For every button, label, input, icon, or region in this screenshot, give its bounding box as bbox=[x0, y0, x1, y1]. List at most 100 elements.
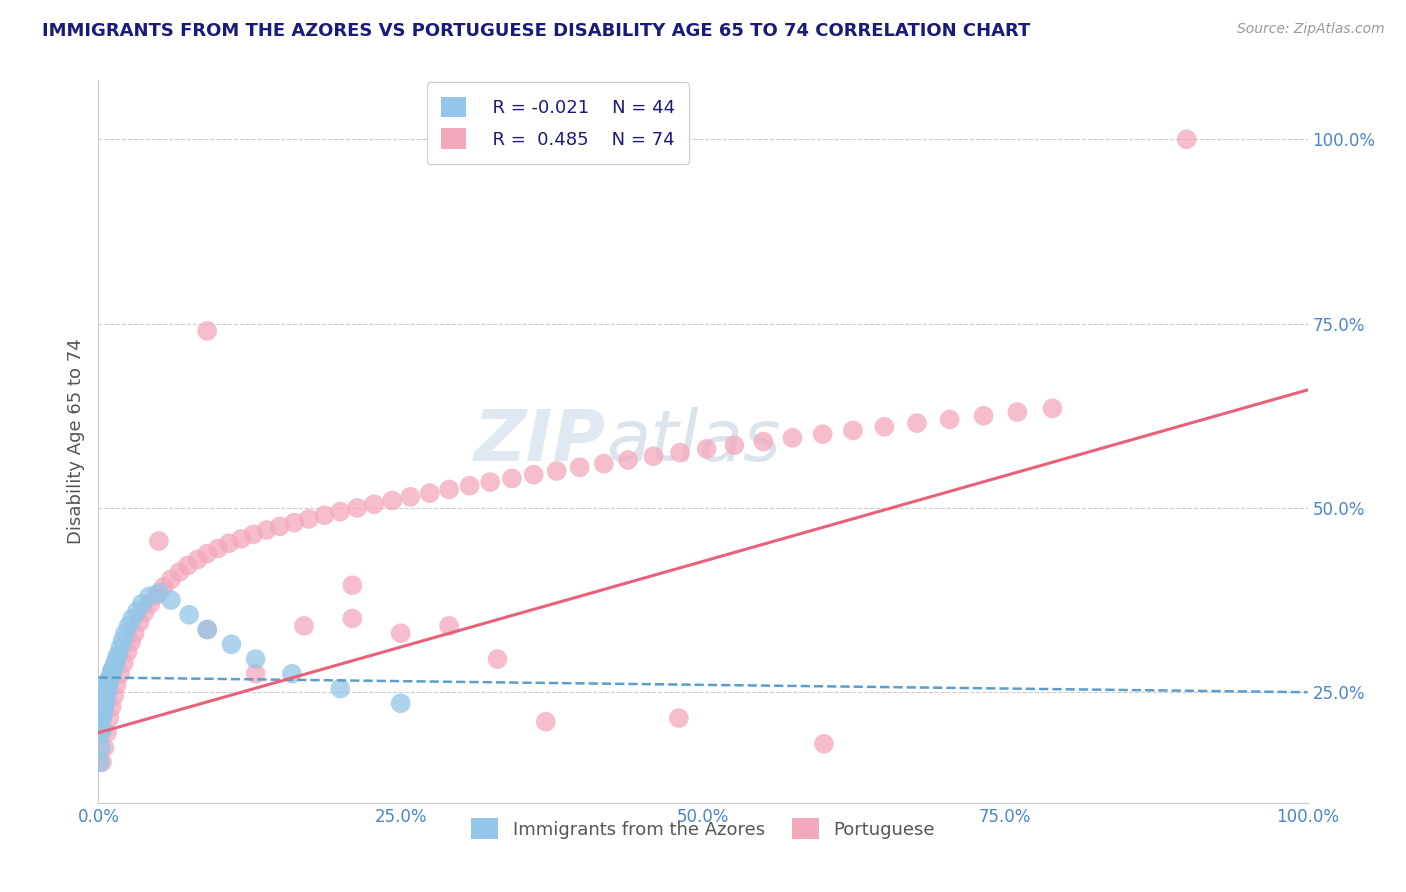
Point bbox=[283, 516, 305, 530]
Point bbox=[811, 427, 834, 442]
Point bbox=[98, 711, 121, 725]
Point bbox=[90, 740, 112, 755]
Point bbox=[195, 623, 218, 637]
Point bbox=[363, 497, 385, 511]
Point bbox=[669, 445, 692, 459]
Point bbox=[148, 534, 170, 549]
Point bbox=[195, 324, 218, 338]
Point bbox=[97, 676, 120, 690]
Point bbox=[195, 547, 218, 561]
Point bbox=[782, 431, 804, 445]
Point bbox=[89, 756, 111, 770]
Point bbox=[389, 696, 412, 710]
Point bbox=[195, 623, 218, 637]
Point bbox=[111, 633, 134, 648]
Point bbox=[100, 669, 122, 683]
Point bbox=[229, 532, 252, 546]
Point bbox=[218, 536, 240, 550]
Point bbox=[389, 626, 412, 640]
Point bbox=[298, 512, 321, 526]
Point bbox=[138, 590, 160, 604]
Point bbox=[1175, 132, 1198, 146]
Point bbox=[100, 700, 122, 714]
Point bbox=[131, 597, 153, 611]
Point bbox=[108, 640, 131, 655]
Point bbox=[117, 645, 139, 659]
Point bbox=[118, 619, 141, 633]
Point bbox=[437, 483, 460, 497]
Point bbox=[256, 523, 278, 537]
Point bbox=[842, 424, 865, 438]
Point bbox=[103, 689, 125, 703]
Point bbox=[100, 665, 122, 679]
Point bbox=[592, 457, 614, 471]
Point bbox=[479, 475, 502, 489]
Point bbox=[112, 656, 135, 670]
Point bbox=[269, 519, 291, 533]
Y-axis label: Disability Age 65 to 74: Disability Age 65 to 74 bbox=[66, 339, 84, 544]
Point bbox=[148, 585, 170, 599]
Point bbox=[93, 696, 115, 710]
Point bbox=[723, 438, 745, 452]
Point bbox=[458, 479, 481, 493]
Point bbox=[128, 615, 150, 630]
Point bbox=[107, 648, 129, 663]
Point bbox=[905, 416, 928, 430]
Legend: Immigrants from the Azores, Portuguese: Immigrants from the Azores, Portuguese bbox=[463, 809, 943, 848]
Point bbox=[160, 593, 183, 607]
Point bbox=[546, 464, 568, 478]
Text: atlas: atlas bbox=[606, 407, 780, 476]
Point bbox=[873, 419, 896, 434]
Point bbox=[124, 626, 146, 640]
Text: Source: ZipAtlas.com: Source: ZipAtlas.com bbox=[1237, 22, 1385, 37]
Point bbox=[96, 687, 118, 701]
Point bbox=[139, 597, 162, 611]
Point bbox=[93, 700, 115, 714]
Point bbox=[91, 711, 114, 725]
Point bbox=[245, 652, 267, 666]
Point bbox=[91, 704, 114, 718]
Point bbox=[314, 508, 336, 523]
Point bbox=[127, 604, 149, 618]
Point bbox=[160, 573, 183, 587]
Point bbox=[399, 490, 422, 504]
Point bbox=[105, 678, 128, 692]
Point bbox=[179, 607, 201, 622]
Point bbox=[108, 666, 131, 681]
Point bbox=[938, 412, 960, 426]
Point bbox=[752, 434, 775, 449]
Point bbox=[94, 689, 117, 703]
Point bbox=[973, 409, 995, 423]
Point bbox=[97, 679, 120, 693]
Point bbox=[292, 619, 315, 633]
Point bbox=[813, 737, 835, 751]
Point bbox=[101, 662, 124, 676]
Point bbox=[342, 611, 364, 625]
Text: ZIP: ZIP bbox=[474, 407, 606, 476]
Point bbox=[105, 652, 128, 666]
Point bbox=[103, 659, 125, 673]
Point bbox=[696, 442, 718, 456]
Point bbox=[91, 756, 114, 770]
Point bbox=[120, 635, 142, 649]
Point bbox=[101, 663, 124, 677]
Point bbox=[568, 460, 591, 475]
Text: IMMIGRANTS FROM THE AZORES VS PORTUGUESE DISABILITY AGE 65 TO 74 CORRELATION CHA: IMMIGRANTS FROM THE AZORES VS PORTUGUESE… bbox=[42, 22, 1031, 40]
Point bbox=[1042, 401, 1064, 416]
Point bbox=[90, 725, 112, 739]
Point bbox=[242, 527, 264, 541]
Point bbox=[145, 588, 167, 602]
Point bbox=[207, 541, 229, 556]
Point bbox=[346, 500, 368, 515]
Point bbox=[329, 505, 352, 519]
Point bbox=[94, 692, 117, 706]
Point bbox=[245, 666, 267, 681]
Point bbox=[134, 606, 156, 620]
Point bbox=[100, 670, 122, 684]
Point bbox=[96, 725, 118, 739]
Point bbox=[177, 558, 200, 573]
Point bbox=[98, 672, 121, 686]
Point bbox=[419, 486, 441, 500]
Point bbox=[114, 626, 136, 640]
Point bbox=[96, 681, 118, 696]
